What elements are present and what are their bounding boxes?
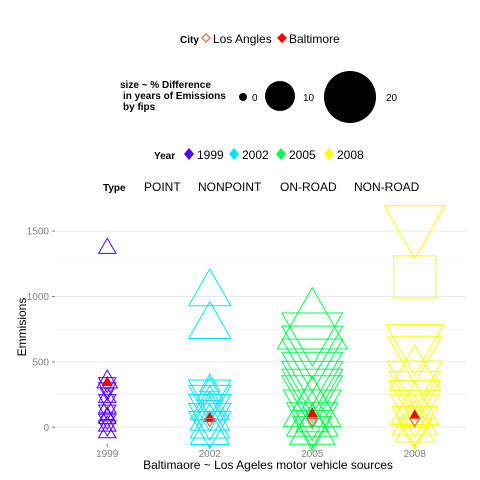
year-2005-diamond-icon — [276, 148, 286, 160]
data-point-2005 — [282, 375, 342, 428]
y-tick-label: 1000 — [27, 292, 50, 303]
x-axis-title: Baltimaore ~ Los Ageles motor vehicle so… — [143, 458, 393, 472]
data-point-2008 — [383, 205, 446, 260]
data-point-2002 — [187, 267, 232, 307]
data-point-2008 — [386, 360, 443, 410]
data-point-1999 — [97, 404, 117, 422]
plot-grid — [56, 230, 466, 428]
type-legend-point-label: POINT — [144, 180, 181, 194]
plot-marks — [96, 205, 446, 452]
data-point-2005 — [294, 402, 330, 433]
size-legend-dot-medium-icon — [265, 81, 295, 111]
type-legend-on-road-label: ON-ROAD — [280, 180, 337, 194]
baltimore-diamond-icon — [277, 33, 287, 43]
data-point-1999 — [97, 413, 117, 431]
data-point-2005 — [276, 286, 349, 350]
year-1999-diamond-icon — [184, 148, 194, 160]
data-point-2008 — [393, 255, 437, 299]
data-point-2008 — [388, 344, 442, 391]
size-legend-dot-small-icon — [239, 93, 247, 101]
year-legend-title: Year — [154, 151, 175, 162]
x-tick-label: 2008 — [404, 449, 427, 460]
size-legend-dot-large-icon — [324, 71, 376, 123]
city-marker-los-angles — [408, 417, 421, 428]
y-tick-label: 1500 — [27, 227, 50, 238]
city-marker-baltimore — [101, 375, 113, 386]
data-point-2008 — [389, 381, 440, 425]
data-point-2005 — [281, 351, 344, 407]
los-angles-diamond-icon — [201, 33, 211, 43]
year-2002-diamond-icon — [229, 148, 239, 160]
year-legend-2002-label: 2002 — [242, 148, 269, 162]
year-2008-diamond-icon — [324, 148, 334, 160]
data-point-1999 — [97, 420, 117, 437]
data-point-2002 — [187, 411, 232, 450]
y-tick-label: 500 — [32, 357, 49, 368]
city-legend-los-angles-key: Los Angles — [201, 32, 272, 46]
city-marks — [101, 375, 421, 428]
data-point-2008 — [388, 370, 442, 418]
city-legend-baltimore-key: Baltimore — [277, 32, 340, 46]
city-marker-baltimore — [306, 407, 318, 418]
data-point-2005 — [285, 390, 339, 437]
data-point-2002 — [187, 300, 232, 339]
city-legend-title: City — [180, 35, 199, 46]
data-point-2008 — [385, 324, 445, 377]
data-point-2008 — [388, 380, 442, 427]
data-point-2002 — [189, 402, 231, 439]
data-point-2002 — [187, 379, 232, 418]
data-point-2005 — [282, 389, 342, 442]
type-legend: Type POINT NONPOINT ON-ROAD NON-ROAD — [103, 180, 420, 194]
city-legend: City Los Angles Baltimore — [180, 32, 340, 46]
city-marker-baltimore — [204, 411, 216, 422]
data-point-2002 — [189, 409, 231, 446]
data-point-2008 — [391, 394, 439, 436]
size-legend-title-line-2: in years of Emissions — [123, 91, 226, 102]
data-point-2002 — [187, 394, 232, 433]
data-point-1999 — [97, 237, 117, 254]
y-axis: 0 500 1000 1500 — [27, 227, 55, 434]
x-tick-label: 2005 — [301, 449, 324, 460]
data-point-2002 — [195, 376, 224, 402]
x-tick-label: 1999 — [96, 449, 119, 460]
city-marker-los-angles — [203, 417, 216, 428]
data-point-2005 — [281, 360, 344, 416]
data-point-1999 — [99, 406, 116, 421]
year-legend-2005-label: 2005 — [289, 148, 316, 162]
data-point-1999 — [97, 394, 117, 411]
year-legend-1999-label: 1999 — [197, 148, 224, 162]
data-point-2005 — [288, 403, 336, 445]
data-point-1999 — [97, 421, 117, 439]
size-legend-title-line-3: by fips — [123, 102, 156, 113]
data-point-2005 — [281, 338, 344, 394]
type-legend-title: Type — [103, 183, 126, 194]
data-point-1999 — [99, 387, 116, 402]
size-legend-label-0: 0 — [252, 93, 258, 104]
city-marker-los-angles — [306, 417, 319, 428]
type-legend-non-road-label: NON-ROAD — [354, 180, 420, 194]
year-legend: Year 1999 2002 2005 2008 — [154, 148, 364, 162]
city-legend-los-angles-label: Los Angles — [213, 32, 272, 46]
data-point-2008 — [386, 335, 443, 385]
size-legend-label-20: 20 — [386, 93, 398, 104]
size-legend-label-10: 10 — [303, 93, 315, 104]
type-legend-nonpoint-label: NONPOINT — [198, 180, 262, 194]
size-legend-title-line-1: size ~ % Difference — [120, 80, 211, 91]
x-tick-label: 2002 — [199, 449, 222, 460]
size-legend: size ~ % Difference in years of Emission… — [120, 71, 398, 123]
y-tick-label: 0 — [43, 423, 49, 434]
data-point-2008 — [394, 406, 436, 443]
year-legend-2008-label: 2008 — [337, 148, 364, 162]
data-point-2005 — [281, 368, 344, 424]
data-point-2002 — [189, 395, 231, 431]
y-axis-title: Emmisions — [15, 298, 29, 357]
city-legend-baltimore-label: Baltimore — [289, 32, 340, 46]
data-point-1999 — [97, 415, 117, 432]
